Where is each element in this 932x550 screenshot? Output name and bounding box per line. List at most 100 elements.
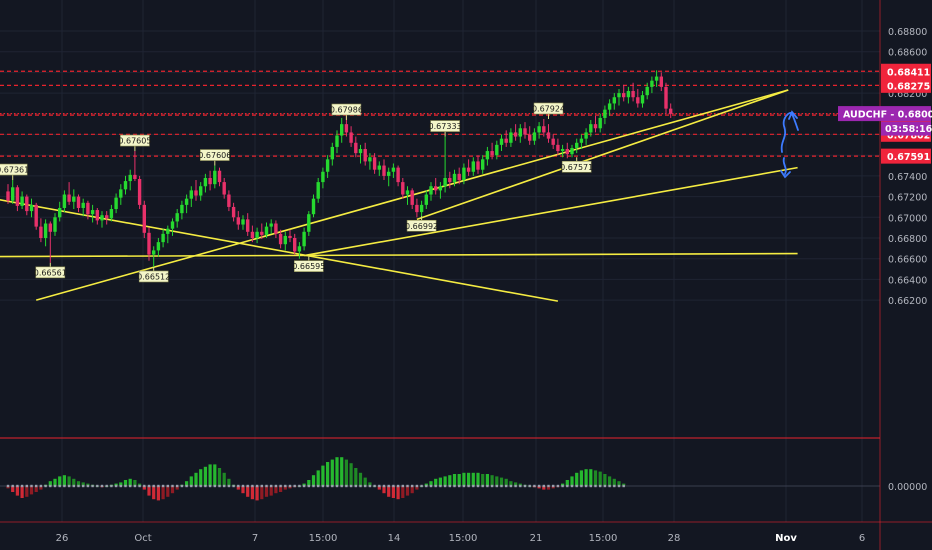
oscillator-zero-dot (523, 484, 527, 488)
candle-body (344, 124, 349, 133)
oscillator-bar (58, 476, 62, 486)
price-tick-label: 0.67000 (888, 213, 927, 224)
swing-label-text: 0.67605 (118, 137, 151, 146)
oscillator-zero-dot (77, 484, 80, 488)
oscillator-bar (452, 474, 457, 486)
candle-body (297, 246, 302, 252)
candle-body (53, 217, 57, 232)
oscillator-zero-dot (53, 484, 57, 488)
oscillator-zero-dot (349, 484, 353, 488)
oscillator-zero-dot (439, 484, 442, 488)
candle-body (626, 91, 631, 98)
oscillator-bar (326, 462, 330, 486)
oscillator-zero-dot (505, 484, 508, 488)
oscillator-zero-dot (368, 484, 372, 488)
oscillator-zero-dot (396, 484, 400, 488)
swing-label-text: 0.67361 (0, 166, 29, 175)
oscillator-bar (504, 478, 508, 486)
oscillator-zero-dot (152, 484, 155, 488)
candle-body (6, 191, 10, 201)
candle-body (354, 142, 358, 154)
oscillator-bar (608, 476, 612, 486)
oscillator-zero-dot (364, 484, 367, 488)
oscillator-bar (396, 486, 400, 500)
candle-body (250, 231, 255, 238)
oscillator-bar (67, 476, 71, 486)
oscillator-bar (246, 486, 250, 497)
oscillator-zero-dot (44, 484, 47, 488)
oscillator-zero-dot (260, 484, 263, 488)
arrow-head-up[interactable] (788, 110, 798, 120)
candle-body (565, 148, 569, 155)
level-price-tag (881, 63, 931, 79)
time-axis[interactable]: 26 Oct 7 15:00 14 15:00 21 15:00 28 Nov 6 (56, 533, 866, 544)
oscillator-zero-dot (288, 484, 292, 488)
swing-label: 0.67606 (198, 149, 231, 166)
candle-body (532, 132, 537, 141)
oscillator-zero-dot (91, 484, 94, 488)
swing-label-text: 0.66561 (34, 268, 67, 277)
countdown-tag (881, 121, 931, 136)
candle-body (302, 231, 306, 247)
oscillator-zero-dot (49, 484, 52, 488)
candle-body (20, 196, 24, 206)
swing-label: 0.67571 (560, 157, 593, 173)
candle-body (86, 202, 90, 215)
candle-body (325, 159, 330, 172)
oscillator-bar (217, 468, 222, 486)
candle-body (579, 138, 584, 143)
trendline[interactable] (0, 252, 798, 258)
oscillator-zero-dot (566, 484, 569, 488)
candle-body (452, 173, 457, 183)
oscillator-bar (429, 481, 433, 486)
trendline[interactable] (416, 89, 789, 221)
candle-body (335, 135, 339, 147)
price-tick-label: 0.66800 (888, 234, 927, 245)
projection-arrows[interactable] (780, 110, 799, 179)
oscillator-zero-dot (119, 484, 122, 488)
oscillator-bar (53, 478, 57, 486)
oscillator-zero-dot (157, 484, 160, 488)
oscillator-bar (236, 486, 240, 490)
price-tick-label: 0.66200 (888, 296, 927, 307)
oscillator-bar (457, 474, 461, 486)
oscillator-zero-dot (490, 484, 494, 488)
oscillator-bar (589, 469, 593, 486)
swing-labels: 0.67361 0.66561 0.67605 0.66512 0.67606 0.665… (0, 102, 593, 283)
candle-body (349, 132, 353, 143)
oscillator-bar (593, 470, 598, 486)
candle-body (537, 126, 541, 133)
candle-body (34, 204, 38, 227)
candle-body (213, 170, 217, 185)
swing-label: 0.67361 (0, 163, 29, 181)
oscillator-bar (316, 470, 320, 486)
oscillator-zero-dot (528, 484, 531, 488)
level-price-tag-text: 0.67591 (887, 152, 930, 163)
oscillator-bar (128, 478, 132, 486)
candle-body (504, 138, 508, 143)
candle-body (152, 250, 156, 255)
oscillator-zero-dot (448, 484, 451, 488)
arrow-head-down[interactable] (780, 170, 791, 179)
candle-body (194, 190, 198, 196)
candle-body (612, 97, 616, 104)
oscillator-zero-dot (345, 484, 348, 488)
trendline[interactable] (303, 166, 798, 257)
oscillator-zero-dot (194, 484, 198, 488)
candle-body (293, 238, 297, 252)
oscillator-bar (241, 486, 245, 494)
swing-label-box (138, 270, 169, 283)
oscillator-bar (39, 486, 43, 490)
candle-body (227, 194, 231, 207)
candle-body (137, 179, 142, 205)
oscillator-bar (438, 477, 442, 486)
candle-body (43, 223, 48, 238)
oscillator-bar (213, 464, 217, 486)
swing-label-text: 0.67571 (560, 163, 593, 172)
bullish-projection-arrow[interactable] (780, 112, 799, 153)
oscillator-zero-dot (382, 484, 386, 488)
candle-body (119, 189, 123, 198)
candle-body (650, 80, 654, 87)
bearish-projection-arrow[interactable] (782, 157, 787, 175)
